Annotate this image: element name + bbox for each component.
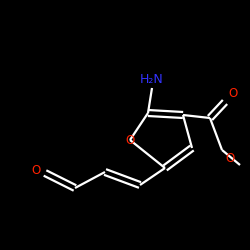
Text: O: O	[32, 164, 41, 177]
Text: H₂N: H₂N	[140, 73, 164, 86]
Text: O: O	[225, 152, 234, 165]
Text: O: O	[228, 87, 237, 100]
Text: O: O	[126, 134, 134, 146]
